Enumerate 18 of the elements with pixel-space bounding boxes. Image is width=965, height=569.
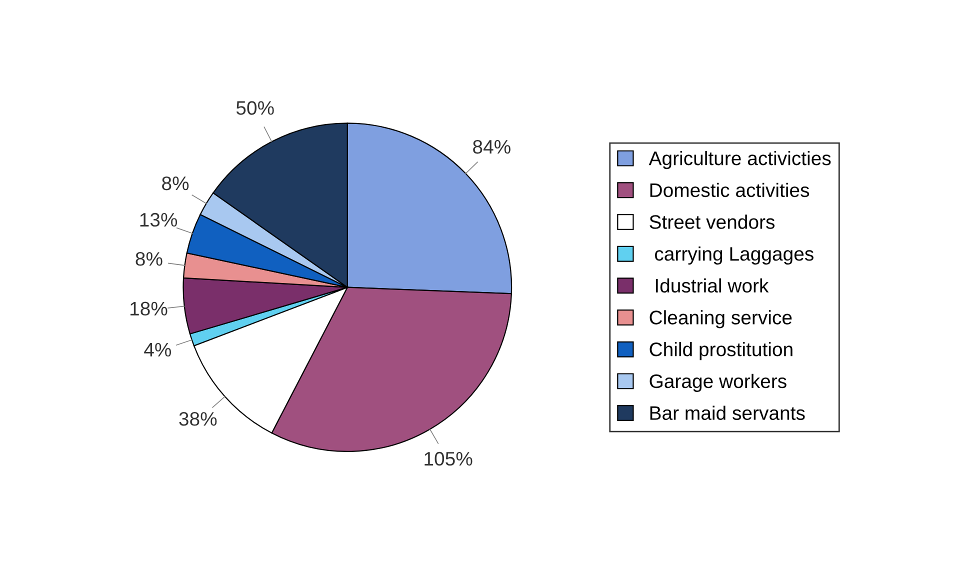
data-label: 50% [236, 101, 274, 115]
legend-label: Child prostitution [650, 342, 792, 360]
legend-label: Street vendors [650, 214, 775, 229]
data-label: 13% [140, 212, 178, 227]
data-label: 8% [162, 176, 189, 190]
data-label: 8% [136, 252, 162, 266]
data-label: 38% [179, 412, 217, 426]
legend-label: carrying Laggages [655, 246, 814, 265]
legend-label: Domestic activities [650, 182, 810, 198]
legend-label: Cleaning service [650, 310, 792, 328]
legend-label: Agriculture activicties [648, 150, 831, 170]
legend-label: Garage workers [650, 374, 786, 392]
legend-label: Bar maid servants [650, 406, 805, 420]
legend-label: Idustrial work [656, 278, 769, 293]
data-label: 105% [424, 452, 472, 466]
data-label: 84% [473, 140, 510, 154]
data-label: 18% [130, 302, 168, 316]
data-label: 4% [144, 342, 172, 357]
